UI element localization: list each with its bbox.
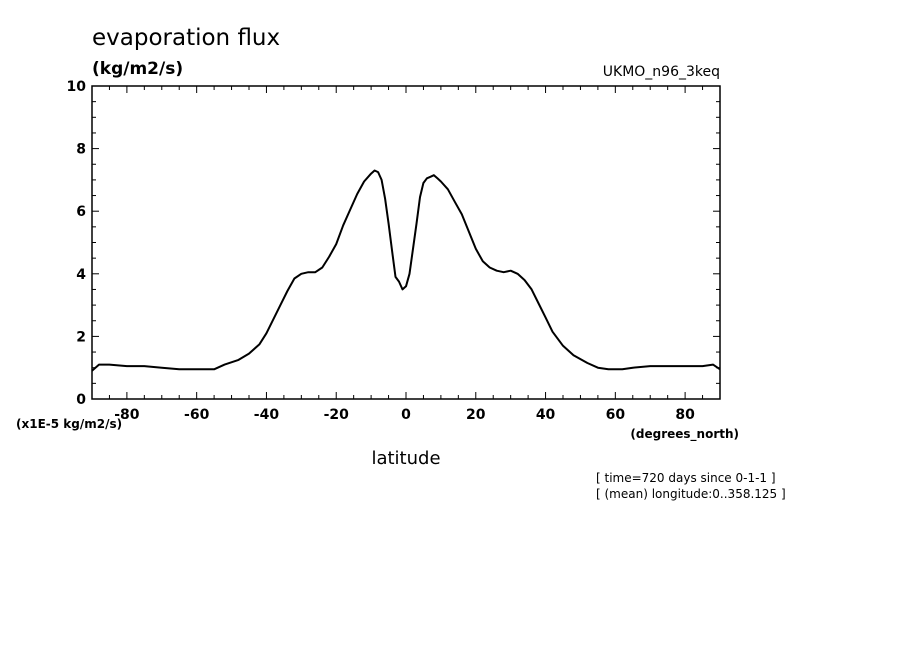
x-tick-label: 0 xyxy=(401,407,411,423)
longitude-annotation: [ (mean) longitude:0..358.125 ] xyxy=(596,487,786,501)
x-tick-label: -80 xyxy=(114,407,140,423)
model-label: UKMO_n96_3keq xyxy=(603,64,720,80)
x-tick-labels: -80 -60 -40 -20 0 20 40 60 80 xyxy=(114,407,695,423)
y-tick-label: 0 xyxy=(76,392,86,408)
units-label: (kg/m2/s) xyxy=(92,59,183,79)
x-tick-label: -20 xyxy=(324,407,350,423)
y-tick-label: 2 xyxy=(76,329,86,345)
y-tick-label: 6 xyxy=(76,204,86,220)
scale-label: (x1E-5 kg/m2/s) xyxy=(16,417,122,431)
y-tick-labels: 0 2 4 6 8 10 xyxy=(67,79,87,408)
axis-ticks xyxy=(91,85,721,400)
time-annotation: [ time=720 days since 0-1-1 ] xyxy=(596,471,776,485)
y-tick-label: 4 xyxy=(76,267,86,283)
x-tick-label: -60 xyxy=(184,407,210,423)
y-tick-label: 10 xyxy=(67,79,87,95)
plot-frame xyxy=(91,85,721,400)
x-tick-label: 40 xyxy=(536,407,556,423)
x-tick-label: 20 xyxy=(466,407,486,423)
x-axis-label: latitude xyxy=(371,448,440,469)
x-tick-label: 80 xyxy=(675,407,695,423)
series-line xyxy=(91,169,721,372)
chart-title: evaporation flux xyxy=(92,25,280,51)
x-tick-label: -40 xyxy=(254,407,280,423)
x-units-label: (degrees_north) xyxy=(630,427,739,442)
y-tick-label: 8 xyxy=(76,142,86,158)
x-tick-label: 60 xyxy=(606,407,626,423)
